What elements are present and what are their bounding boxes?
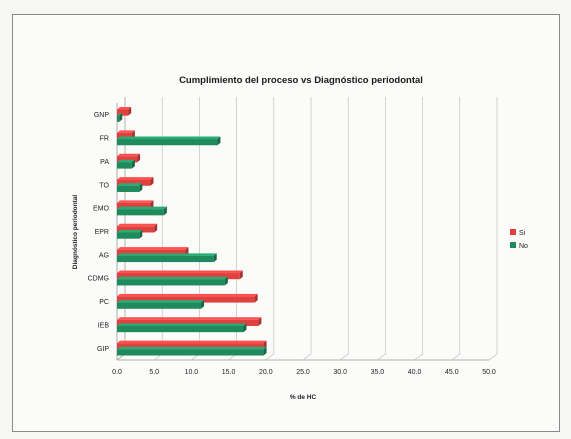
legend-label: No bbox=[519, 243, 528, 250]
y-tick-label: GIP bbox=[97, 346, 109, 353]
x-tick-label: 20.0 bbox=[259, 369, 273, 376]
x-tick-label: 10.0 bbox=[185, 369, 199, 376]
bar-no-cdmg bbox=[117, 276, 228, 286]
y-tick-label: PA bbox=[100, 159, 109, 166]
y-tick-label: CDMG bbox=[88, 276, 109, 283]
bar-si-epr bbox=[117, 223, 158, 233]
bar-si-to bbox=[117, 177, 154, 186]
x-tick-label: 15.0 bbox=[222, 369, 236, 376]
bar-no-gip bbox=[117, 346, 267, 356]
legend-label: Si bbox=[519, 230, 526, 237]
x-axis-label: % de HC bbox=[290, 394, 317, 401]
bar-no-pa bbox=[117, 159, 135, 169]
bar-si-emo bbox=[117, 200, 154, 210]
grid-line bbox=[265, 97, 275, 361]
bar-si-pc bbox=[117, 293, 258, 303]
y-tick-label: GNP bbox=[94, 112, 110, 119]
bars bbox=[117, 106, 267, 356]
bar-si-cdmg bbox=[117, 270, 243, 280]
grid-line bbox=[377, 97, 386, 361]
chart-svg: Cumplimiento del proceso vs Diagnóstico … bbox=[72, 75, 528, 401]
x-tick-label: 30.0 bbox=[333, 369, 347, 376]
bar-no-to bbox=[117, 183, 143, 192]
y-tick-label: PC bbox=[99, 299, 109, 306]
y-tick-labels: GNP FR PA TO EMO EPR AG CDMG PC IEB GIP bbox=[88, 112, 110, 353]
y-tick-label: FR bbox=[100, 136, 109, 143]
y-axis-label: Diagnóstico periodontal bbox=[72, 195, 79, 270]
legend: Si No bbox=[510, 229, 528, 250]
grid-line bbox=[451, 97, 461, 361]
x-tick-label: 35.0 bbox=[371, 369, 385, 376]
bar-si-pa bbox=[117, 153, 141, 163]
bar-si-gnp bbox=[117, 106, 132, 116]
grid-line bbox=[340, 97, 349, 361]
legend-swatch bbox=[510, 229, 516, 235]
grid-line bbox=[302, 97, 312, 361]
bar-no-emo bbox=[117, 206, 167, 216]
bar-no-ieb bbox=[117, 323, 247, 333]
legend-swatch bbox=[510, 242, 516, 248]
x-tick-label: 5.0 bbox=[149, 369, 159, 376]
bar-no-ag bbox=[117, 253, 217, 263]
x-tick-label: 0.0 bbox=[112, 369, 122, 376]
y-tick-label: EMO bbox=[93, 206, 110, 213]
y-tick-label: EPR bbox=[95, 229, 109, 236]
chart-title: Cumplimiento del proceso vs Diagnóstico … bbox=[179, 75, 423, 86]
y-tick-label: TO bbox=[99, 182, 109, 189]
y-tick-label: AG bbox=[99, 252, 109, 259]
bar-no-gnp bbox=[117, 113, 123, 122]
bar-si-ieb bbox=[117, 317, 262, 326]
bar-no-epr bbox=[117, 230, 143, 239]
x-tick-label: 45.0 bbox=[445, 369, 459, 376]
grid-line bbox=[488, 97, 498, 361]
bar-no-fr bbox=[117, 136, 221, 146]
y-tick-label: IEB bbox=[98, 322, 110, 329]
grid-line bbox=[414, 97, 423, 361]
x-tick-label: 40.0 bbox=[408, 369, 422, 376]
chart-frame: Cumplimiento del proceso vs Diagnóstico … bbox=[12, 14, 560, 432]
bar-no-pc bbox=[117, 300, 205, 309]
x-tick-labels: 0.0 5.0 10.0 15.0 20.0 25.0 30.0 35.0 40.0 45.0 50… bbox=[112, 369, 496, 376]
x-tick-label: 25.0 bbox=[296, 369, 310, 376]
x-tick-label: 50.0 bbox=[482, 369, 496, 376]
